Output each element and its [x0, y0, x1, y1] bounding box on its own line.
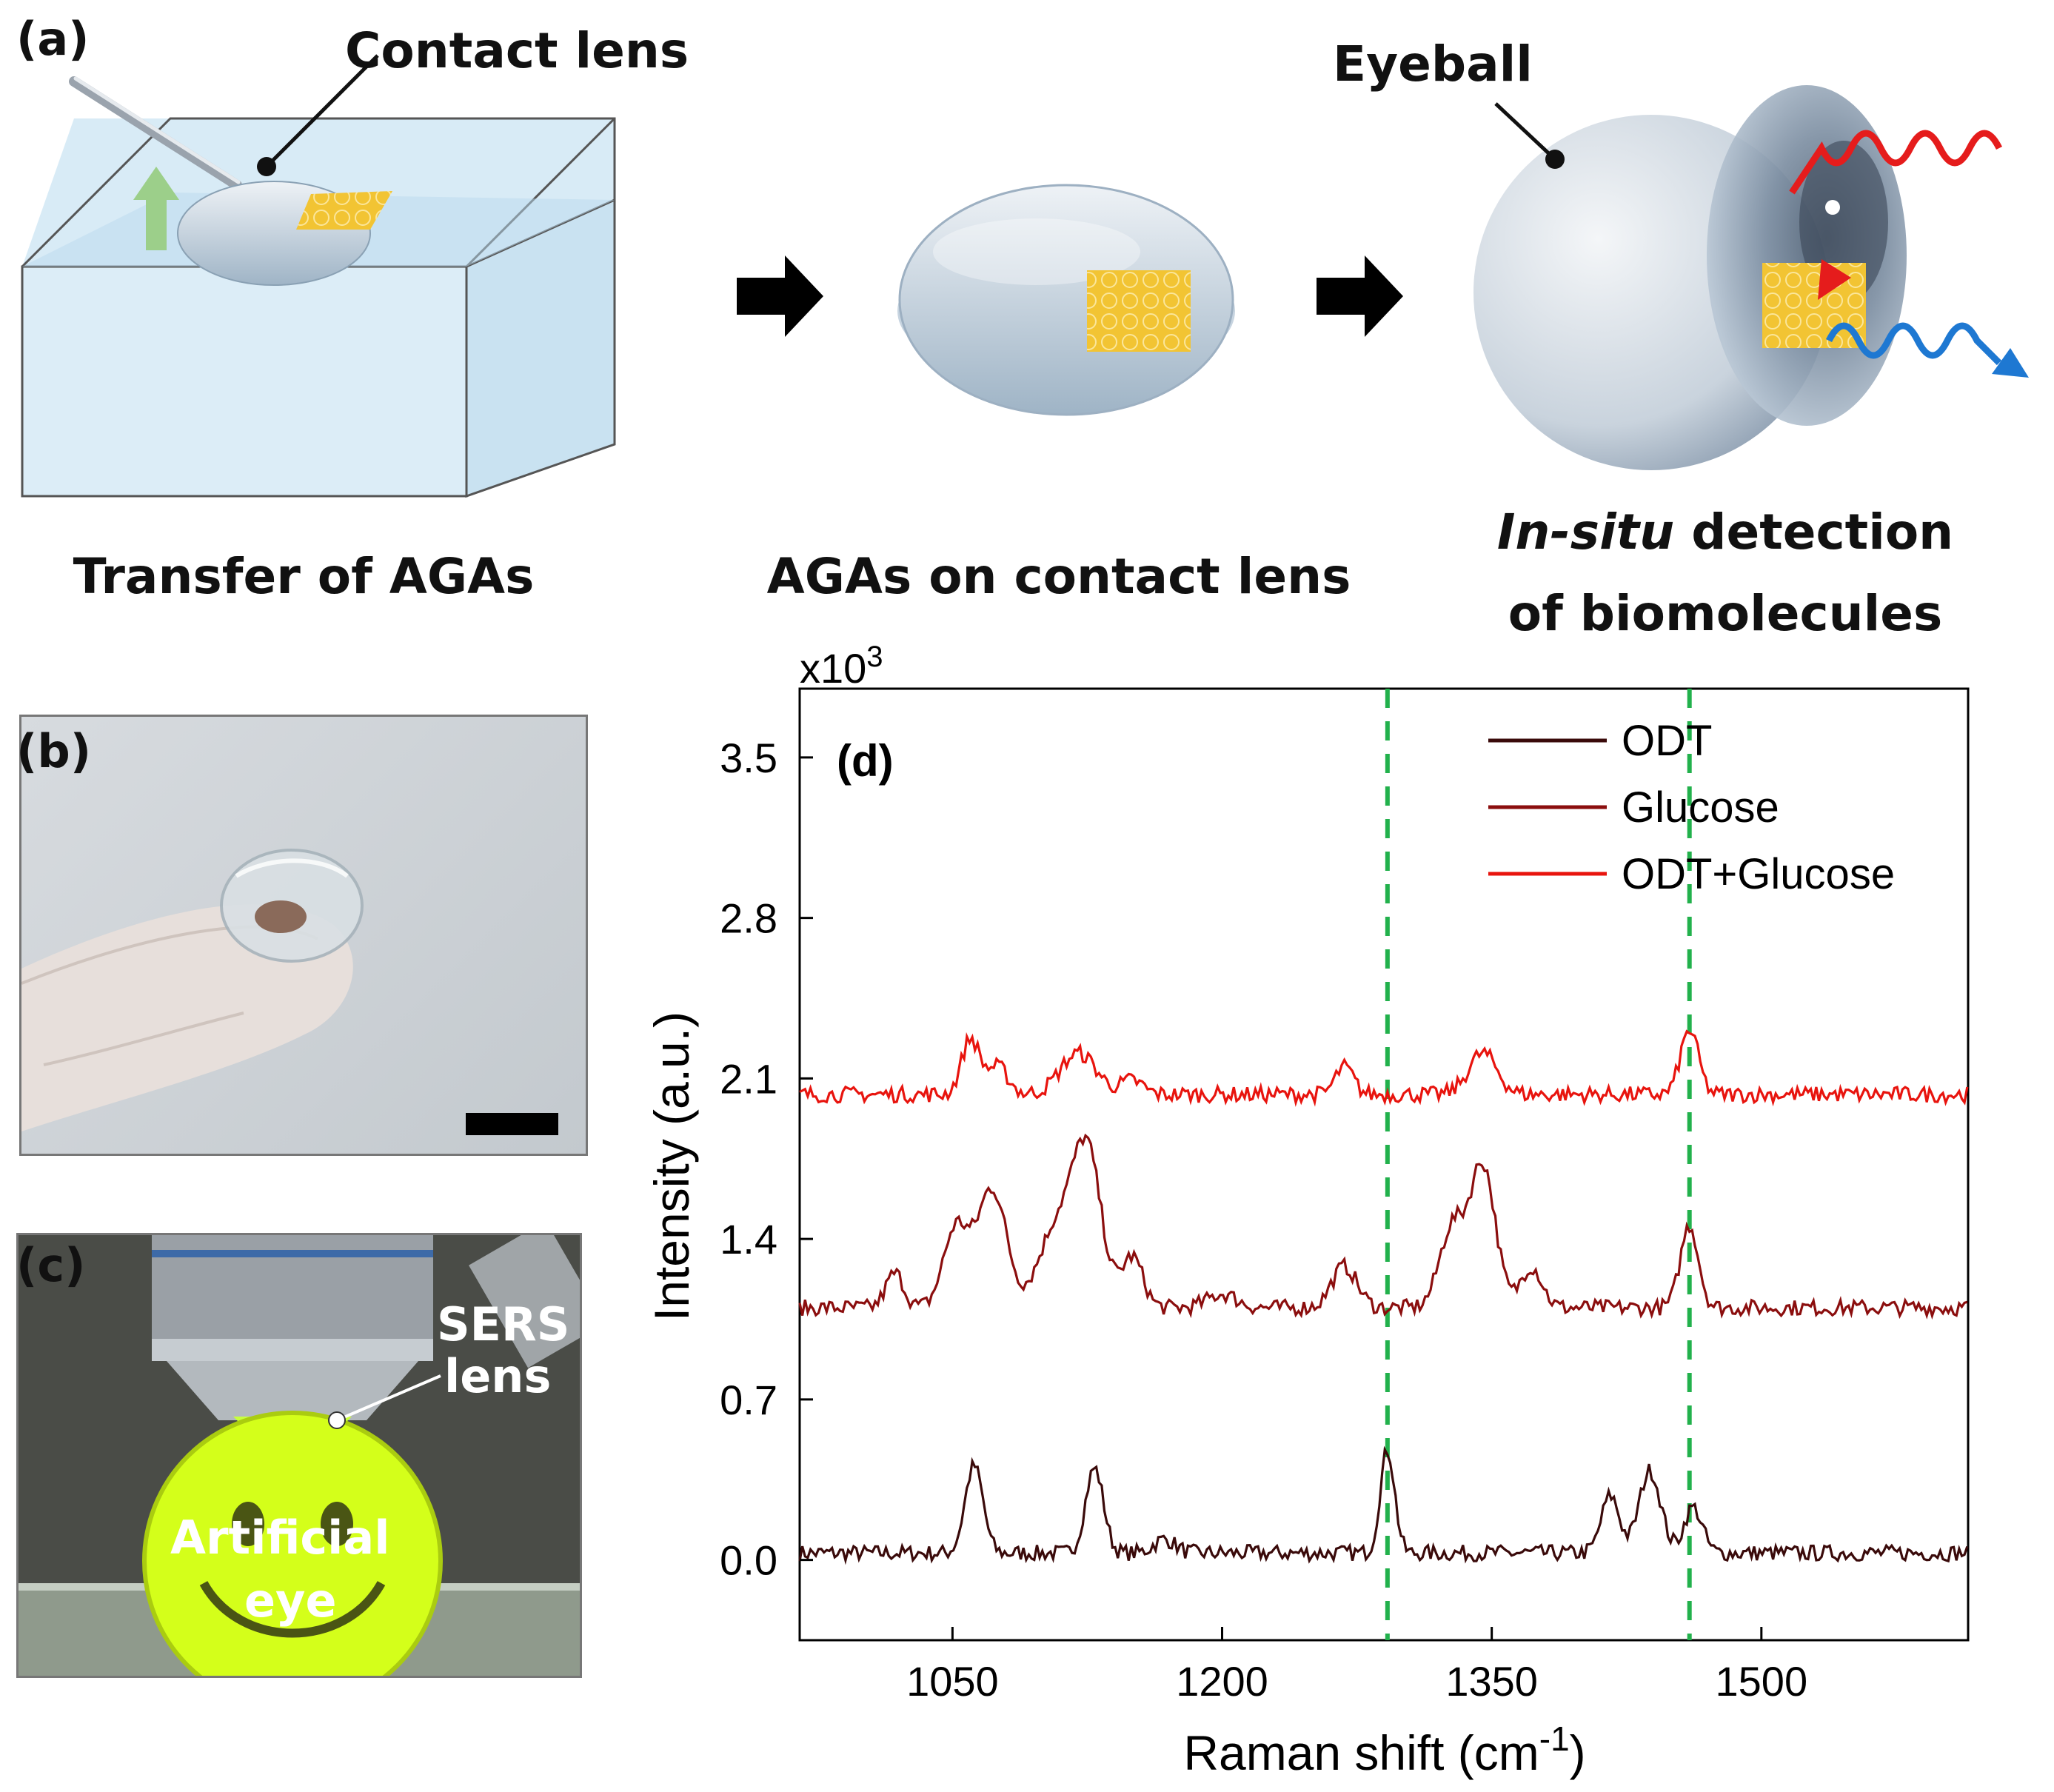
- insitu-italic: In-situ: [1496, 504, 1675, 561]
- x-tick-label: 1200: [1176, 1658, 1268, 1705]
- panel-b-photo: [19, 715, 588, 1156]
- legend-label: ODT: [1622, 717, 1712, 765]
- scale-bar: [466, 1113, 558, 1135]
- caption-insitu-line2: of biomolecules: [1508, 585, 1943, 642]
- artificial-eye-setup-image: [19, 1235, 580, 1676]
- series-line-odt-glucose: [799, 1029, 1969, 1107]
- panel-c-label: (c): [16, 1238, 86, 1292]
- arrow-right-icon: [737, 255, 823, 337]
- eyeball-label: Eyeball: [1333, 36, 1533, 93]
- panel-c-photo: [16, 1233, 582, 1678]
- contact-lens-label: Contact lens: [345, 22, 689, 79]
- eyeball-callout-dot: [1545, 150, 1565, 169]
- scattered-arrowhead-icon: [1992, 348, 2029, 378]
- lift-arrow-icon: [133, 167, 179, 250]
- x-axis-label: Raman shift (cm-1): [1183, 1719, 1585, 1780]
- artificial-eye-label-line2: eye: [244, 1574, 337, 1628]
- panel-b-label: (b): [16, 724, 92, 778]
- scattered-light-icon: [1825, 322, 2002, 366]
- caption-on-lens: AGAs on contact lens: [766, 548, 1351, 605]
- artificial-eye-label-line1: Artificial: [170, 1511, 390, 1565]
- eyeball-callout-line: [1494, 102, 1556, 161]
- tweezers: [69, 76, 242, 190]
- legend-label: ODT+Glucose: [1622, 850, 1895, 898]
- panel-a-label: (a): [16, 12, 90, 66]
- fingertip-lens-image: [21, 849, 558, 1135]
- caption-insitu-line1: In-situ detection: [1407, 504, 2044, 561]
- y-tick-label: 2.8: [720, 895, 777, 942]
- water-box: [21, 117, 616, 498]
- panel-a-illustration: [21, 54, 2029, 498]
- y-tick-label: 1.4: [720, 1216, 777, 1263]
- contact-lens-callout-line: [265, 54, 379, 168]
- y-tick-label: 0.0: [720, 1537, 777, 1584]
- y-multiplier: x103: [800, 641, 883, 692]
- x-tick-label: 1050: [906, 1658, 999, 1705]
- caption-transfer: Transfer of AGAs: [73, 548, 535, 605]
- x-tick-label: 1500: [1716, 1658, 1808, 1705]
- contact-lens-callout-dot: [257, 157, 276, 176]
- aga-patch: [296, 191, 392, 230]
- y-tick-label: 2.1: [720, 1055, 777, 1102]
- sers-label-line2: lens: [444, 1349, 552, 1403]
- x-tick-label: 1350: [1445, 1658, 1538, 1705]
- arrow-right-icon: [1317, 255, 1403, 337]
- y-tick-label: 0.7: [720, 1377, 777, 1423]
- eyeball: [1473, 85, 1907, 470]
- panel-d-label: (d): [837, 736, 894, 786]
- aga-patch: [1087, 270, 1191, 352]
- sers-label-line1: SERS: [437, 1297, 570, 1351]
- plot-frame: [798, 687, 1970, 1642]
- excitation-arrowhead-icon: [1818, 259, 1851, 300]
- legend-label: Glucose: [1622, 783, 1779, 832]
- y-tick-label: 3.5: [720, 735, 777, 781]
- contact-lens: [897, 184, 1235, 416]
- y-axis-label: Intensity (a.u.): [644, 1012, 699, 1321]
- excitation-laser-icon: [1789, 130, 2003, 195]
- series-line-odt: [798, 1445, 1969, 1565]
- insitu-rest: detection: [1674, 504, 1954, 561]
- series-line-glucose: [798, 1133, 1968, 1320]
